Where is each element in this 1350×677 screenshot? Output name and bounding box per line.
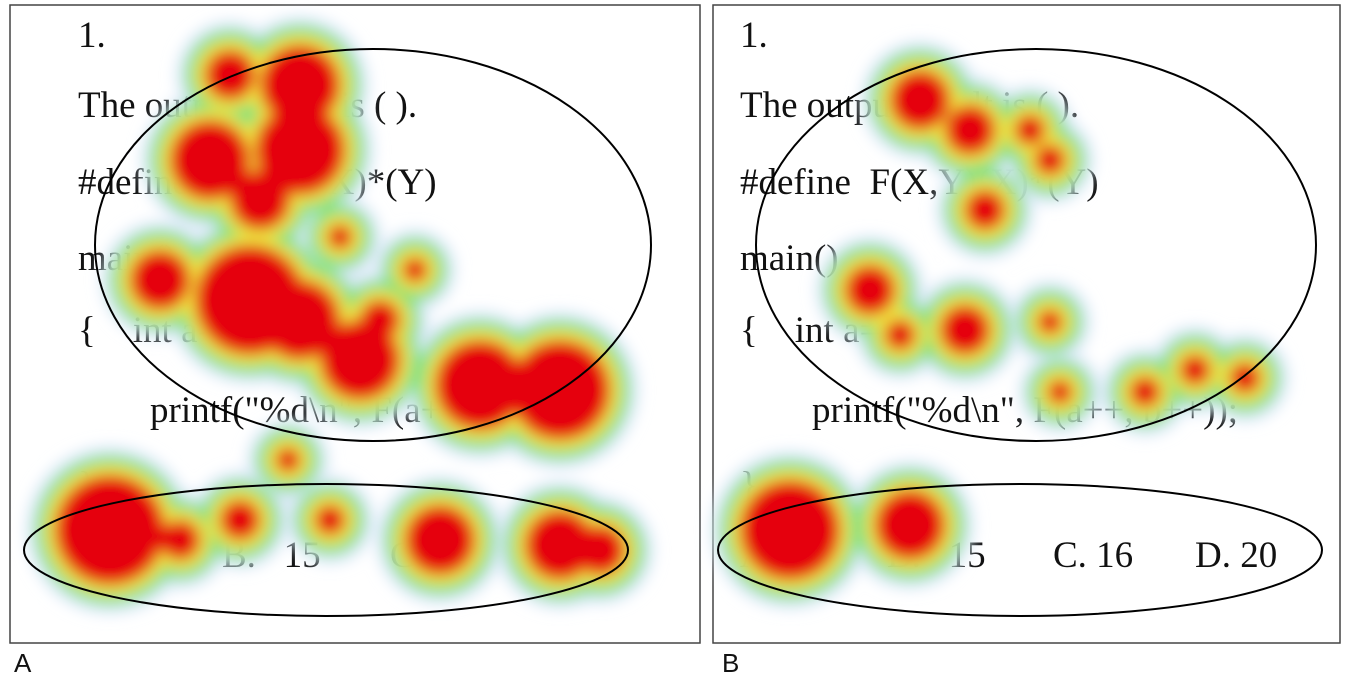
heat-spot [360,300,400,340]
heat-spot [220,500,260,540]
heat-spot [875,490,945,560]
heat-spot [276,448,300,472]
heat-spot [328,225,352,249]
heat-spot [205,50,255,100]
heatmap [710,40,1290,610]
heat-spot [170,120,250,200]
heat-spot [1180,355,1210,385]
heat-spot [940,305,990,355]
aoi-ellipse [23,483,629,617]
heat-spot [403,258,427,282]
heat-spot [1038,310,1062,334]
heat-spot [1035,145,1065,175]
aoi-ellipse [717,483,1323,617]
heat-spot [230,170,290,230]
heatmap [25,15,655,615]
heat-spot [315,505,345,535]
heat-spot [525,510,595,580]
heat-spot [260,280,340,360]
heat-spot [575,525,625,575]
question-number: 1. [740,15,768,56]
answer-option: D. 20 [1195,535,1277,576]
heat-spot [965,190,1005,230]
heat-spot [55,475,165,585]
heat-spot [435,340,525,430]
heat-spot [740,480,840,580]
panel: 1.The output result is ( ).#define F(X,Y… [9,4,701,677]
heat-spot [885,320,915,350]
heat-spot [1130,377,1160,407]
heat-spot [260,45,340,125]
aoi-ellipse [94,48,652,442]
panel-label: A [14,648,32,677]
heat-spot [1048,380,1072,404]
heat-spot [890,70,950,130]
heat-spot [1015,115,1045,145]
aoi-ellipse [755,48,1317,442]
heat-spot [160,520,200,560]
panel-label: B [722,648,739,677]
question-number: 1. [78,15,106,56]
heat-spot [945,105,995,155]
heat-spot [405,505,475,575]
heat-spot [130,250,190,310]
panel: 1.The output result is ( ).#define F(X,Y… [710,4,1341,677]
answer-option: C. 16 [1053,535,1133,576]
heat-spot [845,265,895,315]
heat-spot [255,105,345,195]
